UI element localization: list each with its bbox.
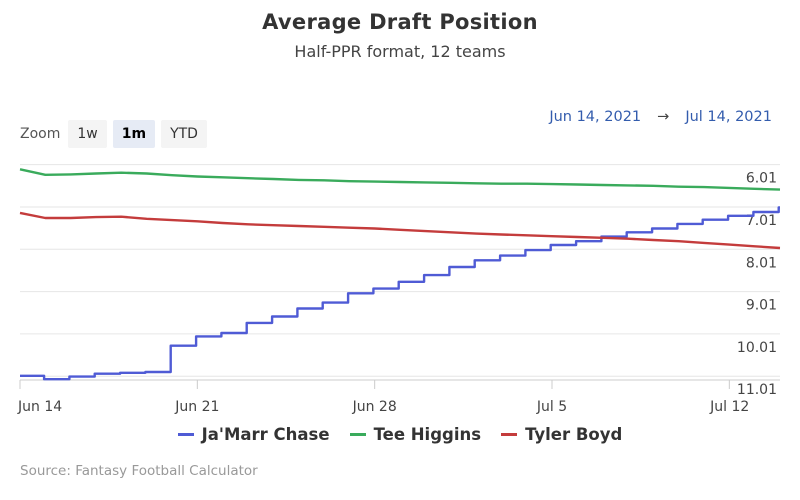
zoom-ytd-button[interactable]: YTD (161, 120, 207, 148)
range-from-date[interactable]: Jun 14, 2021 (549, 109, 642, 125)
chart-title: Average Draft Position (262, 10, 538, 34)
y-tick-label: 11.01 (737, 382, 777, 398)
y-tick-label: 10.01 (737, 340, 777, 356)
zoom-control: Zoom 1w 1m YTD (20, 120, 213, 148)
chart-source: Source: Fantasy Football Calculator (20, 463, 258, 479)
x-tick-label: Jun 28 (352, 399, 397, 415)
date-range: Jun 14, 2021 → Jul 14, 2021 (549, 109, 772, 125)
series-line-higgins[interactable] (19, 168, 781, 191)
y-tick-label: 6.01 (746, 171, 777, 187)
x-tick-label: Jun 21 (174, 399, 219, 415)
legend-item-chase[interactable]: Ja'Marr Chase (177, 425, 330, 444)
legend-label-higgins: Tee Higgins (373, 425, 482, 444)
zoom-label: Zoom (20, 126, 61, 142)
legend-label-chase: Ja'Marr Chase (201, 425, 330, 444)
series-line-boyd[interactable] (19, 211, 781, 250)
chart-legend: Ja'Marr Chase Tee Higgins Tyler Boyd (0, 425, 800, 444)
x-tick-label: Jul 12 (709, 399, 749, 415)
zoom-1m-button[interactable]: 1m (112, 120, 156, 148)
x-tick-label: Jul 5 (536, 399, 567, 415)
range-to-date[interactable]: Jul 14, 2021 (685, 109, 772, 125)
legend-item-boyd[interactable]: Tyler Boyd (501, 425, 622, 444)
y-tick-label: 8.01 (746, 255, 777, 271)
legend-item-higgins[interactable]: Tee Higgins (349, 425, 482, 444)
legend-swatch-boyd (501, 433, 518, 436)
range-arrow-icon: → (657, 109, 670, 125)
y-tick-label: 9.01 (746, 298, 777, 314)
x-tick-label: Jun 14 (17, 399, 62, 415)
legend-label-boyd: Tyler Boyd (525, 425, 623, 444)
legend-swatch-higgins (349, 433, 366, 436)
series-line-chase[interactable] (20, 206, 780, 381)
legend-swatch-chase (177, 433, 194, 436)
chart-subtitle: Half-PPR format, 12 teams (294, 42, 506, 61)
zoom-1w-button[interactable]: 1w (68, 120, 107, 148)
